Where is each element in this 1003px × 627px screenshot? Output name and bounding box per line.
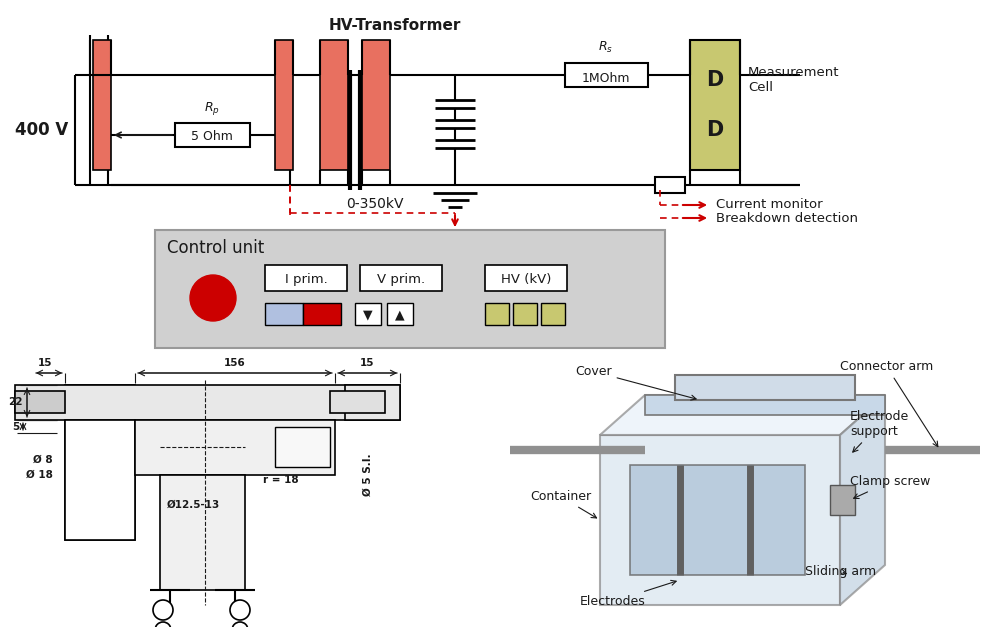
Bar xyxy=(265,303,303,325)
Text: 400 V: 400 V xyxy=(15,121,68,139)
Text: $R_s$: $R_s$ xyxy=(598,40,613,55)
Text: I prim.: I prim. xyxy=(284,273,327,285)
Bar xyxy=(15,385,399,420)
Bar xyxy=(65,385,134,420)
Bar xyxy=(345,385,399,420)
Text: V prim.: V prim. xyxy=(376,273,424,285)
Bar xyxy=(629,465,804,575)
Text: Breakdown detection: Breakdown detection xyxy=(715,211,858,224)
Bar xyxy=(689,40,739,170)
Circle shape xyxy=(190,275,236,321)
Bar xyxy=(644,395,884,415)
Circle shape xyxy=(152,600,173,620)
Bar xyxy=(93,40,111,170)
Bar xyxy=(65,420,134,540)
Bar xyxy=(362,40,389,170)
Text: 0-350kV: 0-350kV xyxy=(346,197,403,211)
Bar xyxy=(159,475,245,590)
Text: Cover: Cover xyxy=(575,365,695,400)
Text: Control unit: Control unit xyxy=(166,239,264,257)
Bar xyxy=(275,427,330,467)
Bar xyxy=(175,123,250,147)
Bar xyxy=(386,303,412,325)
Text: Connector arm: Connector arm xyxy=(840,360,937,446)
Bar xyxy=(654,177,684,193)
Text: 156: 156 xyxy=(224,358,246,368)
Text: 1MOhm: 1MOhm xyxy=(581,73,630,85)
Bar xyxy=(303,303,341,325)
Text: D: D xyxy=(706,70,723,90)
Text: HV-Transformer: HV-Transformer xyxy=(329,18,460,33)
Bar xyxy=(275,40,293,170)
Bar xyxy=(829,485,855,515)
Polygon shape xyxy=(600,395,884,435)
Circle shape xyxy=(230,600,250,620)
Bar xyxy=(565,63,647,87)
Text: Measurement
Cell: Measurement Cell xyxy=(747,66,839,94)
Text: 5 Ohm: 5 Ohm xyxy=(191,130,233,144)
Text: 22: 22 xyxy=(8,397,23,407)
Text: r = 18: r = 18 xyxy=(263,475,298,485)
Text: 15: 15 xyxy=(359,358,374,368)
Text: Sliding arm: Sliding arm xyxy=(804,565,876,578)
Text: Ø 18: Ø 18 xyxy=(26,470,53,480)
Text: Ø12.5-13: Ø12.5-13 xyxy=(166,500,220,510)
Text: $R_p$: $R_p$ xyxy=(204,100,220,117)
Text: Ø 5 S.I.: Ø 5 S.I. xyxy=(363,454,373,497)
Text: ▲: ▲ xyxy=(395,308,404,322)
Bar xyxy=(154,230,664,348)
Bar xyxy=(320,40,348,170)
Bar xyxy=(65,420,134,540)
Text: Container: Container xyxy=(530,490,596,518)
Bar xyxy=(541,303,565,325)
Bar xyxy=(360,265,441,291)
Text: Current monitor: Current monitor xyxy=(715,199,821,211)
Bar xyxy=(484,265,567,291)
Bar xyxy=(355,303,380,325)
Bar xyxy=(499,355,989,620)
Text: Clamp screw: Clamp screw xyxy=(850,475,930,498)
Bar xyxy=(265,265,347,291)
Bar xyxy=(484,303,509,325)
Bar xyxy=(15,391,65,413)
Text: HV (kV): HV (kV) xyxy=(500,273,551,285)
Text: Ø 8: Ø 8 xyxy=(33,455,53,465)
Bar xyxy=(330,391,384,413)
Text: 5: 5 xyxy=(12,422,19,432)
Bar xyxy=(513,303,537,325)
Bar xyxy=(134,420,335,475)
Text: Electrode
support: Electrode support xyxy=(850,410,909,452)
Polygon shape xyxy=(840,395,884,605)
Bar xyxy=(600,435,840,605)
Text: D: D xyxy=(706,120,723,140)
Text: 15: 15 xyxy=(38,358,52,368)
Bar xyxy=(674,375,855,400)
Circle shape xyxy=(232,622,248,627)
Circle shape xyxy=(154,622,171,627)
Text: Electrodes: Electrodes xyxy=(580,581,675,608)
Text: ▼: ▼ xyxy=(363,308,372,322)
